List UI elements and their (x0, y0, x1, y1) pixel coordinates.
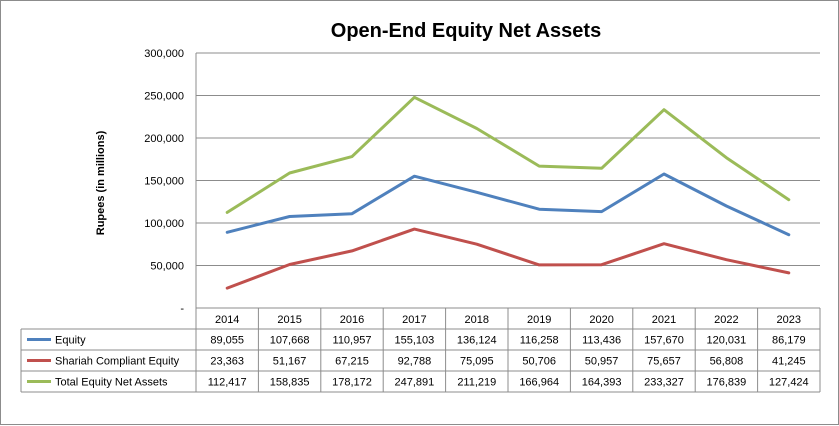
table-cell-value: 75,657 (647, 356, 681, 368)
x-category-label: 2022 (714, 314, 738, 326)
table-cell-value: 247,891 (395, 377, 435, 389)
y-tick-label: 200,000 (144, 133, 184, 145)
table-cell-value: 127,424 (769, 377, 809, 389)
table-cell-value: 41,245 (772, 356, 806, 368)
table-cell-value: 166,964 (519, 377, 559, 389)
table-cell-value: 136,124 (457, 335, 497, 347)
data-table: 2014 2015 2016 2017 2018 2019 2020 2021 2022 2023… (20, 307, 821, 393)
legend-series-name: Equity (55, 335, 86, 347)
x-category-label: 2015 (277, 314, 301, 326)
x-category-label: 2018 (465, 314, 489, 326)
series-line (225, 95, 791, 214)
y-tick-label: 50,000 (150, 261, 184, 273)
table-cell-value: 23,363 (210, 356, 244, 368)
table-cell-value: 158,835 (270, 377, 310, 389)
table-cell-value: 120,031 (707, 335, 747, 347)
table-cell-value: 86,179 (772, 335, 806, 347)
y-axis-label: Rupees (in millions) (95, 130, 107, 235)
table-cell-value: 112,417 (208, 377, 247, 389)
table-cell-value: 75,095 (460, 356, 494, 368)
x-category-label: 2014 (215, 314, 239, 326)
y-tick-label: - (180, 303, 184, 315)
legend-series-name: Shariah Compliant Equity (55, 356, 180, 368)
legend-series-name: Total Equity Net Assets (55, 377, 168, 389)
table-cell-value: 92,788 (398, 356, 432, 368)
table-cell-value: 164,393 (582, 377, 622, 389)
x-category-label: 2016 (340, 314, 364, 326)
series-line (225, 172, 791, 237)
x-category-label: 2017 (402, 314, 426, 326)
table-cell-value: 50,957 (585, 356, 619, 368)
series-line (225, 227, 791, 290)
y-tick-label: 300,000 (144, 48, 184, 60)
y-tick-label: 250,000 (144, 91, 184, 103)
series-lines (225, 95, 791, 290)
table-cell-value: 116,258 (520, 335, 559, 347)
gridlines (195, 52, 820, 309)
table-cell-value: 233,327 (644, 377, 684, 389)
table-cell-value: 155,103 (395, 335, 435, 347)
x-category-label: 2021 (652, 314, 676, 326)
y-tick-label: 150,000 (144, 176, 184, 188)
table-cell-value: 211,219 (457, 377, 496, 389)
table-cell-value: 176,839 (707, 377, 747, 389)
x-category-label: 2020 (589, 314, 613, 326)
table-cell-value: 107,668 (270, 335, 310, 347)
table-cell-value: 51,167 (273, 356, 307, 368)
y-tick-labels: - 50,000 100,000 150,000 200,000 250,000 300,0… (144, 48, 184, 315)
table-cell-value: 157,670 (644, 335, 684, 347)
table-cell-value: 178,172 (332, 377, 372, 389)
chart-title: Open-End Equity Net Assets (331, 20, 601, 42)
table-cell-value: 113,436 (582, 335, 621, 347)
table-cell-value: 110,957 (333, 335, 372, 347)
y-tick-label: 100,000 (144, 218, 184, 230)
table-cell-value: 67,215 (335, 356, 369, 368)
table-cell-value: 89,055 (210, 335, 244, 347)
table-cell-value: 50,706 (522, 356, 556, 368)
x-category-label: 2023 (777, 314, 801, 326)
table-cell-value: 56,808 (710, 356, 744, 368)
x-category-label: 2019 (527, 314, 551, 326)
